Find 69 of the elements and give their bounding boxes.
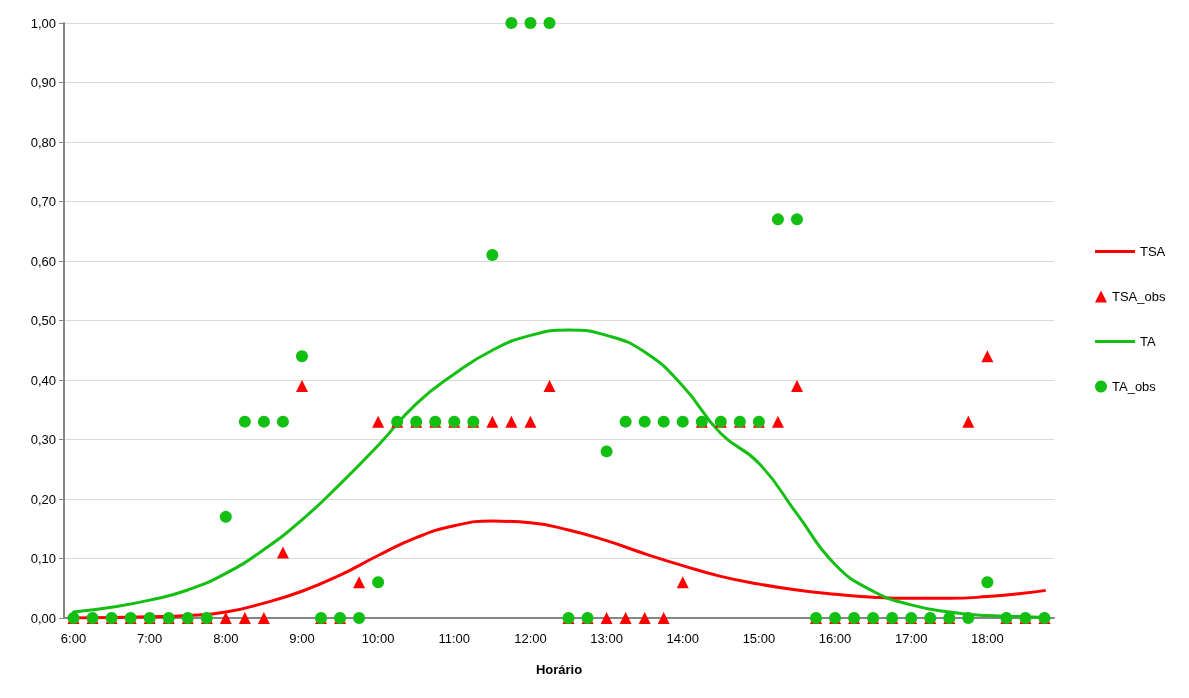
y-tick-label: 0,90 xyxy=(30,75,56,90)
point xyxy=(238,415,251,428)
point xyxy=(257,612,270,624)
legend-label: TSA xyxy=(1140,244,1166,259)
point xyxy=(353,612,366,624)
point xyxy=(505,415,518,428)
x-tick-label: 9:00 xyxy=(289,631,315,646)
point xyxy=(238,612,251,624)
point xyxy=(638,612,651,624)
x-axis-title: Horário xyxy=(535,662,583,677)
y-tick-label: 1,00 xyxy=(30,15,56,31)
y-tick-label: 0,10 xyxy=(30,551,56,566)
point xyxy=(962,415,975,428)
point xyxy=(543,17,556,29)
point xyxy=(276,415,289,428)
y-tick-label: 0,80 xyxy=(30,134,56,150)
point xyxy=(372,576,385,589)
legend-label: TA xyxy=(1140,334,1156,349)
point xyxy=(962,612,975,624)
point xyxy=(638,415,651,428)
x-tick-label: 17:00 xyxy=(894,631,928,646)
x-tick-label: 7:00 xyxy=(137,631,163,646)
x-tick-label: 13:00 xyxy=(590,631,623,646)
point xyxy=(295,350,308,363)
y-tick-label: 0,30 xyxy=(30,432,56,447)
point xyxy=(600,445,613,458)
point xyxy=(505,17,518,29)
point xyxy=(676,576,689,589)
point xyxy=(619,612,632,624)
point xyxy=(353,576,366,589)
point xyxy=(790,213,803,226)
legend-label: TA_obs xyxy=(1112,379,1157,394)
point xyxy=(219,510,232,523)
point xyxy=(657,612,670,624)
point xyxy=(771,213,784,226)
point xyxy=(543,379,556,392)
point xyxy=(676,415,689,428)
x-tick-label: 15:00 xyxy=(742,631,776,646)
x-tick-label: 14:00 xyxy=(666,631,700,646)
point xyxy=(619,415,632,428)
point xyxy=(524,17,537,29)
y-tick-label: 0,00 xyxy=(30,610,56,626)
point xyxy=(657,415,670,428)
point xyxy=(295,379,308,392)
point xyxy=(981,350,994,363)
point xyxy=(257,415,270,428)
x-tick-label: 16:00 xyxy=(818,631,852,646)
y-tick-label: 0,40 xyxy=(30,372,56,388)
point xyxy=(600,612,613,624)
y-tick-label: 0,50 xyxy=(30,313,56,328)
point xyxy=(790,379,803,392)
x-tick-label: 8:00 xyxy=(213,631,239,646)
point xyxy=(372,415,385,428)
y-tick-label: 0,70 xyxy=(30,194,56,209)
point xyxy=(771,415,784,428)
point xyxy=(486,415,499,428)
point xyxy=(524,415,537,428)
y-tick-label: 0,20 xyxy=(30,491,56,507)
x-tick-label: 10:00 xyxy=(361,631,395,646)
x-tick-label: 12:00 xyxy=(514,631,547,646)
point xyxy=(981,576,994,589)
x-tick-label: 6:00 xyxy=(60,631,87,646)
x-tick-label: 11:00 xyxy=(438,631,471,646)
point xyxy=(486,249,499,262)
point xyxy=(276,546,289,559)
legend-label: TSA_obs xyxy=(1112,289,1166,304)
x-tick-label: 18:00 xyxy=(971,631,1004,646)
y-tick-label: 0,60 xyxy=(30,253,56,269)
point xyxy=(219,612,232,624)
